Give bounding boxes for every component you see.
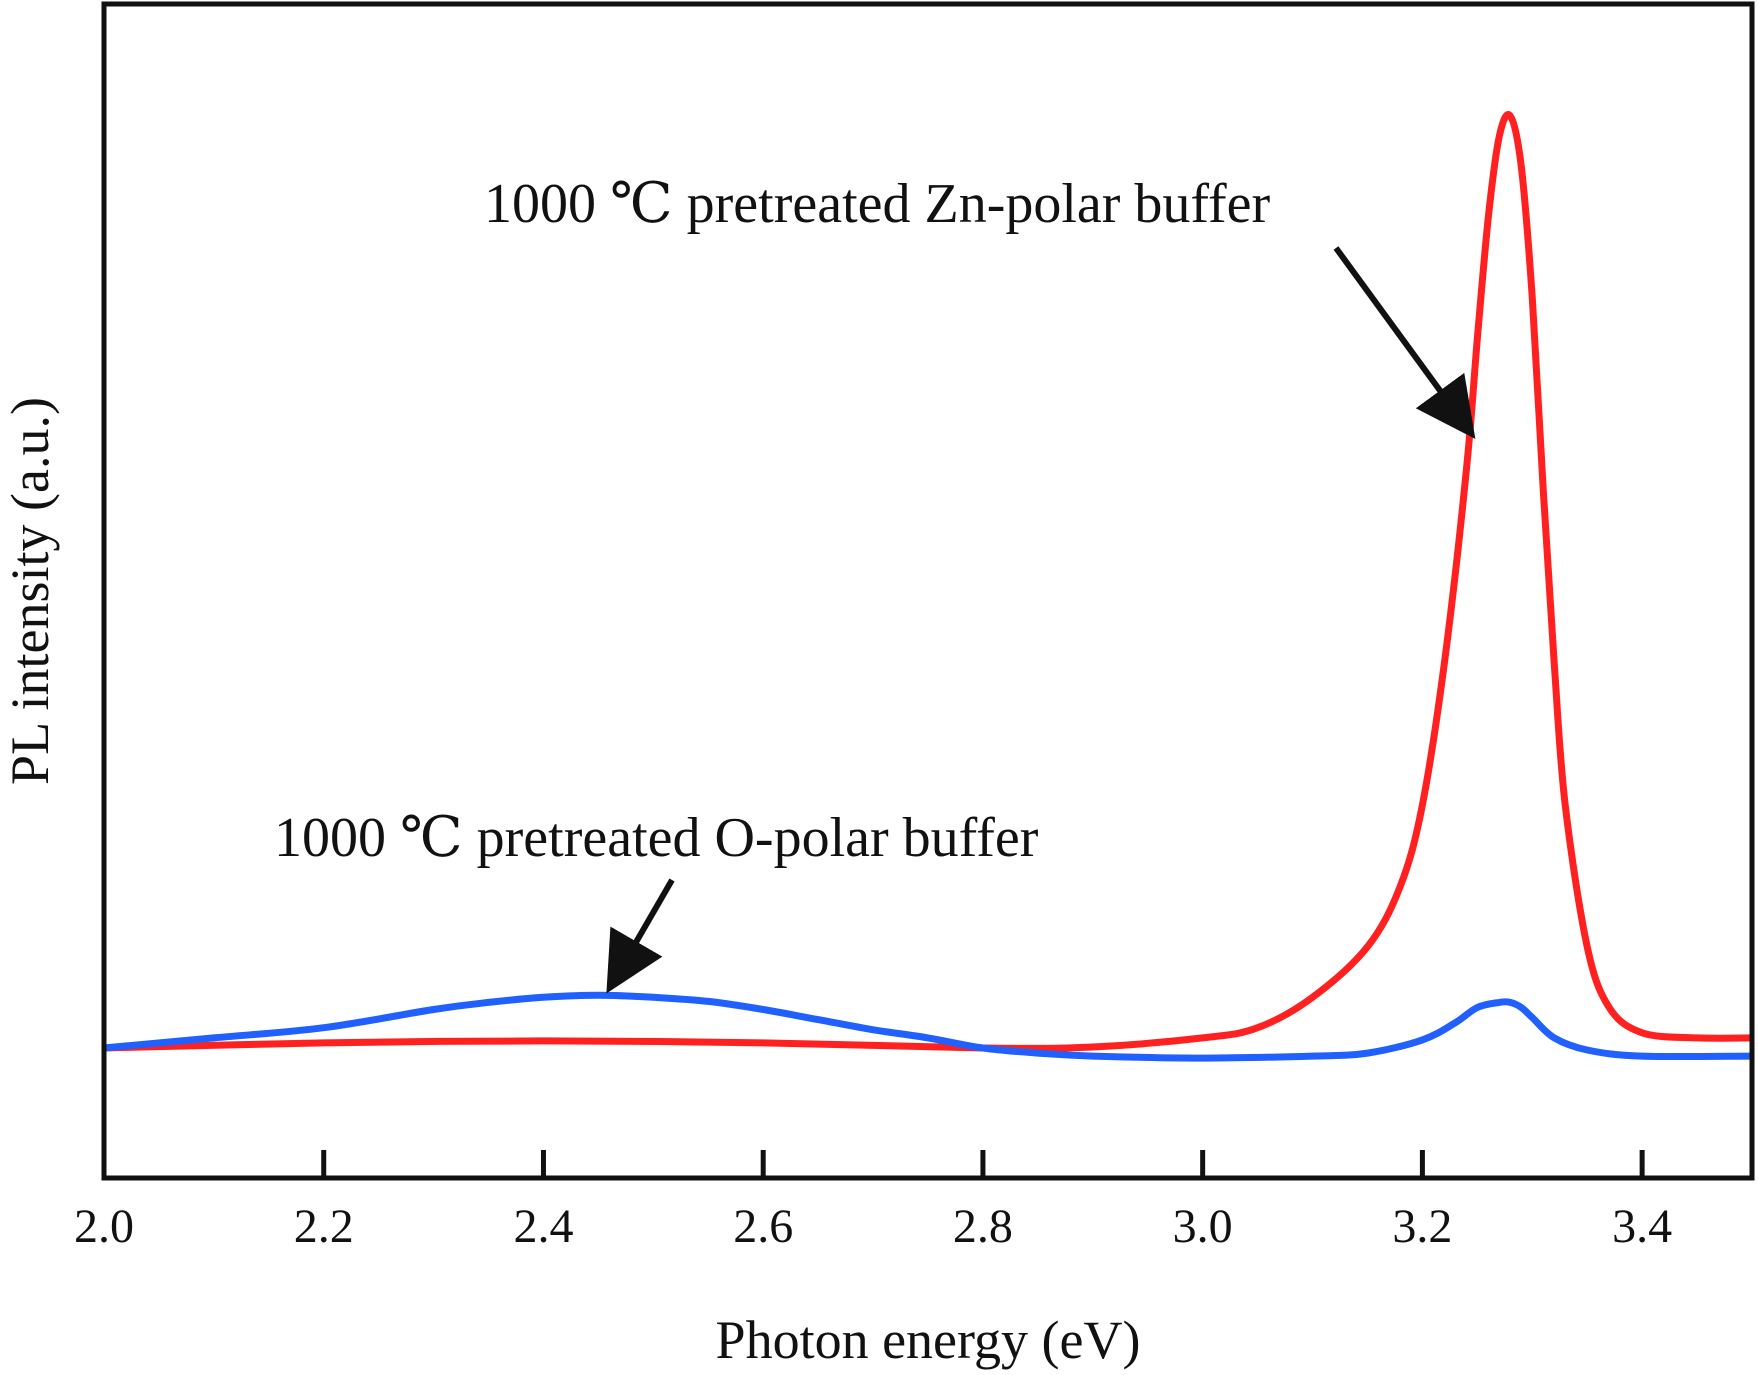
x-tick-label: 3.2 [1392, 1200, 1452, 1253]
zn-polar-annotation-label: 1000 ℃ pretreated Zn-polar buffer [484, 173, 1271, 235]
x-axis-label: Photon energy (eV) [716, 1310, 1141, 1370]
x-tick-label: 2.2 [294, 1200, 354, 1253]
x-tick-label: 3.4 [1612, 1200, 1672, 1253]
series-layer [103, 111, 1753, 1062]
o-polar-annotation-arrow [606, 878, 675, 994]
plot-frame [101, 1, 1755, 1181]
zn-polar-annotation-arrow [1333, 246, 1476, 440]
zn-polar-spectrum-line [103, 111, 1753, 1052]
x-tick-label: 2.8 [953, 1200, 1013, 1253]
y-axis-label: PL intensity (a.u.) [0, 397, 60, 785]
x-tick-label: 2.0 [74, 1200, 134, 1253]
x-tick-label: 3.0 [1173, 1200, 1233, 1253]
x-tick-label: 2.6 [733, 1200, 793, 1253]
o-polar-annotation-label: 1000 ℃ pretreated O-polar buffer [274, 807, 1039, 869]
x-axis-ticks: 2.0 2.2 2.4 2.6 2.8 3.0 3.2 3.4 [74, 1150, 1672, 1253]
o-polar-spectrum-line [103, 991, 1753, 1062]
annotation-layer: 1000 ℃ pretreated Zn-polar buffer 1000 ℃ … [274, 173, 1476, 994]
x-tick-label: 2.4 [513, 1200, 573, 1253]
